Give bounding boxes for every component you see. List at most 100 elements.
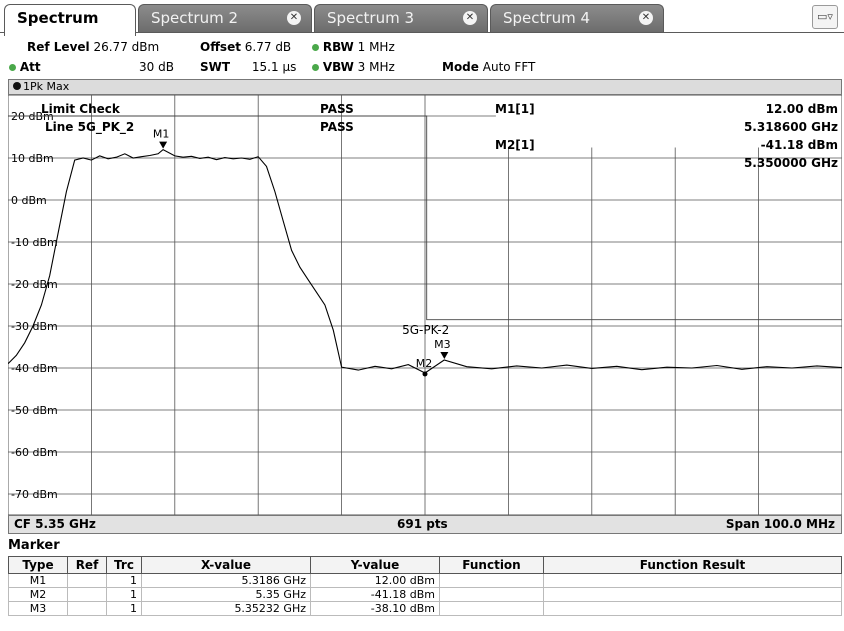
tab-spectrum-3[interactable]: Spectrum 3 ✕	[314, 4, 488, 32]
cell-x-value: 5.35 GHz	[141, 587, 311, 602]
swt-setting[interactable]: SWT 15.1 µs	[200, 60, 296, 74]
tab-spectrum[interactable]: Spectrum	[4, 4, 136, 36]
tab-label: Spectrum 4	[503, 9, 590, 27]
limit-line	[8, 115, 842, 321]
y-tick-label: -30 dBm	[11, 320, 58, 333]
marker-m1-triangle	[159, 141, 168, 149]
close-icon[interactable]: ✕	[463, 11, 477, 25]
cell-y-value: -38.10 dBm	[310, 601, 440, 616]
spectrum-plot[interactable]: 20 dBm 10 dBm 0 dBm -10 dBm -20 dBm -30 dBm -4…	[7, 94, 843, 516]
cell-trc: 1	[106, 573, 142, 588]
y-tick-label: -40 dBm	[11, 362, 58, 375]
tab-label: Spectrum 3	[327, 9, 414, 27]
ref-level-label: Ref Level	[27, 40, 90, 54]
sweep-points[interactable]: 691 pts	[397, 517, 448, 531]
cell-ref	[67, 587, 107, 602]
y-tick-label: -10 dBm	[11, 236, 58, 249]
limit-line-label: 5G-PK-2	[402, 323, 449, 337]
mode-setting[interactable]: Mode Auto FFT	[442, 60, 535, 74]
trace-label: 1Pk Max	[23, 80, 70, 93]
center-frequency[interactable]: CF 5.35 GHz	[14, 517, 96, 531]
cell-function-result	[543, 573, 842, 588]
vbw-setting[interactable]: VBW 3 MHz	[312, 60, 395, 74]
att-setting[interactable]: Att	[9, 60, 41, 74]
tab-spectrum-4[interactable]: Spectrum 4 ✕	[490, 4, 664, 32]
y-tick-label: 20 dBm	[11, 110, 54, 123]
cell-function-result	[543, 601, 842, 616]
marker-m2-point	[422, 371, 428, 377]
ref-level-setting[interactable]: Ref Level 26.77 dBm	[27, 40, 159, 54]
y-tick-label: -70 dBm	[11, 488, 58, 501]
spectrum-chart[interactable]: 20 dBm 10 dBm 0 dBm -10 dBm -20 dBm -30 dBm -4…	[7, 94, 843, 516]
rbw-value: 1 MHz	[357, 40, 395, 54]
tab-divider	[0, 32, 844, 33]
frequency-span[interactable]: Span 100.0 MHz	[725, 517, 835, 531]
trace-header[interactable]: 1Pk Max	[8, 79, 842, 95]
swt-label: SWT	[200, 60, 231, 74]
col-x-value: X-value	[141, 556, 311, 574]
rbw-setting[interactable]: RBW 1 MHz	[312, 40, 395, 54]
table-row[interactable]: M2 1 5.35 GHz -41.18 dBm	[8, 587, 842, 602]
cell-ref	[67, 573, 107, 588]
cell-function-result	[543, 587, 842, 602]
cell-x-value: 5.35232 GHz	[141, 601, 311, 616]
col-trc: Trc	[106, 556, 142, 574]
cell-type: M1	[8, 573, 68, 588]
limit-check-title: Limit Check	[41, 102, 121, 116]
ref-level-value: 26.77 dBm	[93, 40, 160, 54]
cell-trc: 1	[106, 601, 142, 616]
swt-value: 15.1 µs	[251, 60, 297, 74]
cell-type: M2	[8, 587, 68, 602]
limit-line-name: Line 5G_PK_2	[45, 120, 134, 135]
y-tick-label: 10 dBm	[11, 152, 54, 165]
y-tick-label: -60 dBm	[11, 446, 58, 459]
m1-readout-label: M1[1]	[495, 102, 535, 116]
col-function-result: Function Result	[543, 556, 842, 574]
cell-ref	[67, 601, 107, 616]
m1-readout-frequency: 5.318600 GHz	[744, 120, 838, 134]
cell-function	[439, 587, 544, 602]
marker-m3-triangle	[440, 352, 449, 360]
table-row[interactable]: M3 1 5.35232 GHz -38.10 dBm	[8, 601, 842, 616]
marker-table-header: Type Ref Trc X-value Y-value Function Fu…	[8, 556, 842, 574]
limit-line-path	[8, 115, 842, 321]
close-icon[interactable]: ✕	[639, 11, 653, 25]
y-tick-label: -50 dBm	[11, 404, 58, 417]
cell-trc: 1	[106, 587, 142, 602]
marker-table-title: Marker	[8, 538, 60, 553]
trace-indicator-icon	[13, 82, 21, 90]
cell-function	[439, 601, 544, 616]
m2-readout-frequency: 5.350000 GHz	[744, 156, 838, 170]
window-menu-button[interactable]: ▭▿	[812, 5, 838, 29]
m2-readout-level: -41.18 dBm	[761, 138, 838, 152]
rbw-label: RBW	[322, 40, 354, 54]
cell-y-value: 12.00 dBm	[310, 573, 440, 588]
col-y-value: Y-value	[310, 556, 440, 574]
offset-setting[interactable]: Offset 6.77 dB	[200, 40, 291, 54]
limit-status-2: PASS	[320, 120, 354, 134]
tab-label: Spectrum 2	[151, 9, 238, 27]
y-tick-label: 0 dBm	[11, 194, 47, 207]
m1-readout-level: 12.00 dBm	[766, 102, 838, 116]
display-menu-icon: ▭▿	[817, 10, 833, 23]
vbw-value: 3 MHz	[357, 60, 395, 74]
marker-table: Type Ref Trc X-value Y-value Function Fu…	[8, 556, 842, 616]
close-icon[interactable]: ✕	[287, 11, 301, 25]
cell-y-value: -41.18 dBm	[310, 587, 440, 602]
mode-value: Auto FFT	[482, 60, 536, 74]
table-row[interactable]: M1 1 5.3186 GHz 12.00 dBm	[8, 573, 842, 588]
cell-function	[439, 573, 544, 588]
marker-m2-label: M2	[416, 357, 433, 370]
col-ref: Ref	[67, 556, 107, 574]
vbw-label: VBW	[322, 60, 354, 74]
coupled-indicator-icon	[312, 64, 319, 71]
col-function: Function	[439, 556, 544, 574]
att-label: Att	[19, 60, 41, 74]
tab-label: Spectrum	[17, 9, 99, 27]
col-type: Type	[8, 556, 68, 574]
tab-spectrum-2[interactable]: Spectrum 2 ✕	[138, 4, 312, 32]
offset-value: 6.77 dB	[244, 40, 292, 54]
att-value: 30 dB	[139, 60, 174, 74]
coupled-indicator-icon	[9, 64, 16, 71]
